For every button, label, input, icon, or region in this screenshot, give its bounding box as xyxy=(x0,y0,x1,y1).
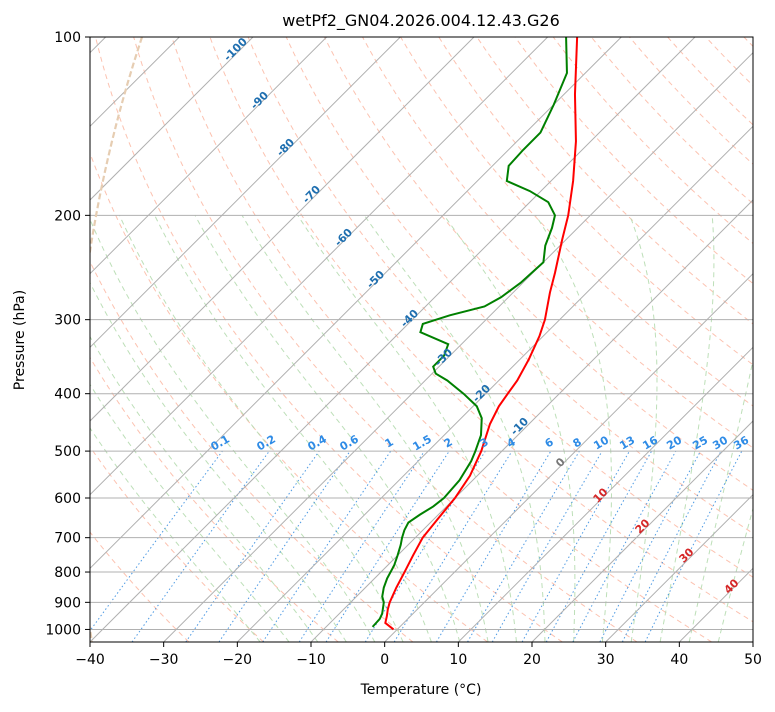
x-axis-title: Temperature (°C) xyxy=(360,682,482,698)
y-tick-label: 500 xyxy=(54,444,81,460)
x-tick-label: 20 xyxy=(523,652,541,668)
y-tick-label: 900 xyxy=(54,595,81,611)
y-tick-label: 400 xyxy=(54,387,81,403)
y-tick-label: 300 xyxy=(54,313,81,329)
x-tick-label: 40 xyxy=(670,652,688,668)
x-tick-label: 0 xyxy=(380,652,389,668)
y-axis-title: Pressure (hPa) xyxy=(12,290,28,390)
y-tick-label: 200 xyxy=(54,208,81,224)
x-tick-label: 10 xyxy=(449,652,467,668)
x-tick-label: 50 xyxy=(744,652,762,668)
y-tick-label: 700 xyxy=(54,531,81,547)
x-tick-label: −40 xyxy=(75,652,105,668)
x-tick-label: −30 xyxy=(149,652,179,668)
x-tick-label: −10 xyxy=(296,652,326,668)
y-tick-label: 1000 xyxy=(45,622,81,638)
chart-title: wetPf2_GN04.2026.004.12.43.G26 xyxy=(282,11,560,31)
y-tick-label: 100 xyxy=(54,30,81,46)
y-tick-label: 600 xyxy=(54,491,81,507)
y-tick-label: 800 xyxy=(54,565,81,581)
x-tick-label: 30 xyxy=(597,652,615,668)
x-tick-label: −20 xyxy=(223,652,253,668)
